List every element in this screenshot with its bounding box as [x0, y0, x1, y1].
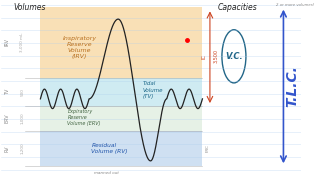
Text: V.C.: V.C.: [225, 52, 243, 61]
Bar: [40, 131, 203, 166]
Text: IC: IC: [201, 54, 206, 59]
Text: Residual
Volume (RV): Residual Volume (RV): [92, 143, 128, 154]
Bar: [40, 7, 203, 78]
Text: 3,000 mL: 3,000 mL: [20, 32, 24, 52]
Text: RV: RV: [5, 145, 10, 152]
Text: ERV: ERV: [5, 114, 10, 123]
Text: 500: 500: [20, 88, 24, 96]
Text: T.L.C.: T.L.C.: [285, 66, 300, 107]
Text: Capacities: Capacities: [217, 3, 257, 12]
Bar: [40, 78, 203, 106]
Text: IRV: IRV: [5, 38, 10, 46]
Text: Volumes: Volumes: [13, 3, 46, 12]
Bar: [40, 106, 203, 131]
Text: FRC: FRC: [205, 145, 209, 152]
Text: 1,000: 1,000: [20, 112, 24, 124]
Text: Inspiratory
Reserve
Volume
(IRV): Inspiratory Reserve Volume (IRV): [62, 36, 96, 59]
Text: 2 or more volumes!: 2 or more volumes!: [276, 3, 314, 7]
Text: 3,500: 3,500: [213, 49, 219, 63]
Text: TV: TV: [5, 89, 10, 95]
Text: Expiratory
Reserve
Volume (ERV): Expiratory Reserve Volume (ERV): [68, 109, 101, 126]
Text: manned out: manned out: [94, 171, 119, 175]
Text: Tidal
Volume
(TV): Tidal Volume (TV): [142, 81, 163, 99]
Text: 1,200: 1,200: [20, 143, 24, 154]
